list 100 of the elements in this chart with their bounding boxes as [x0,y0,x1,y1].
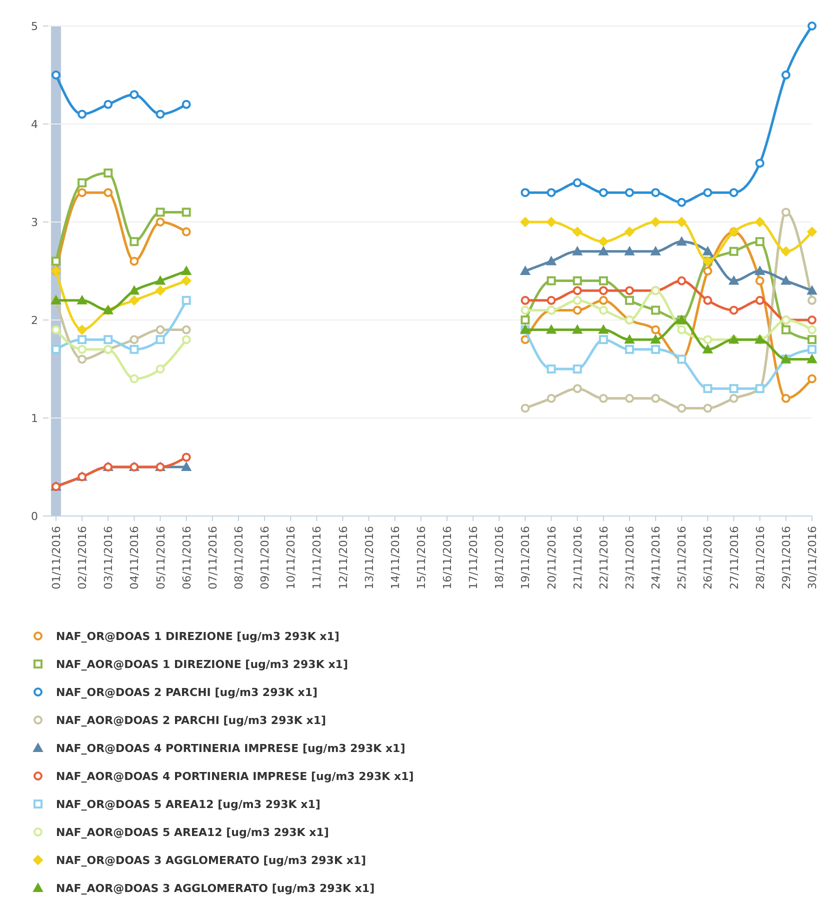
point [598,296,608,305]
x-tick-label: 30/11/2016 [806,526,819,590]
x-tick-label: 03/11/2016 [102,526,116,590]
point [520,335,530,344]
point [546,217,556,227]
point [677,404,686,413]
x-tick-label: 05/11/2016 [154,526,168,590]
point [546,188,556,198]
point [78,354,87,364]
point [52,325,60,334]
point [104,188,113,198]
point [781,394,790,403]
point [677,325,686,334]
point [598,394,608,403]
legend-label: NAF_OR@DOAS 2 PARCHI [ug/m3 293K x1] [56,686,318,699]
x-tick-label: 29/11/2016 [780,526,793,590]
point [807,354,817,364]
y-tick-label: 1 [31,412,38,425]
point [625,344,634,354]
point [729,188,738,198]
legend-label: NAF_OR@DOAS 3 AGGLOMERATO [ug/m3 293K x1] [56,854,366,867]
point [808,325,816,334]
point [703,335,712,344]
point [572,324,582,334]
legend-label: NAF_AOR@DOAS 3 AGGLOMERATO [ug/m3 293K x1] [56,882,375,895]
point [808,374,816,384]
point [181,276,192,286]
point [156,364,165,374]
x-tick-label: 25/11/2016 [676,526,689,590]
x-tick-label: 15/11/2016 [414,526,428,590]
point [78,110,87,119]
point [182,100,191,109]
point [729,384,738,394]
x-tick-label: 22/11/2016 [597,526,610,590]
point [182,296,191,305]
x-tick-label: 14/11/2016 [388,526,402,590]
point [650,246,661,256]
y-tick-label: 5 [31,20,38,33]
point [572,178,582,188]
point [651,325,660,334]
point [808,22,816,30]
point [156,218,165,226]
x-tick-label: 01/11/2016 [50,526,63,590]
x-tick-label: 13/11/2016 [362,526,376,590]
point [598,335,608,344]
point [598,324,608,334]
point [651,306,660,315]
legend-label: NAF_OR@DOAS 4 PORTINERIA IMPRESE [ug/m3 293K x1] [56,742,406,755]
point [130,335,139,344]
point [181,266,192,275]
point [780,276,791,285]
legend-label: NAF_AOR@DOAS 1 DIREZIONE [ug/m3 293K x1] [56,658,348,671]
x-tick-label: 04/11/2016 [128,526,142,590]
point [651,394,660,403]
point [104,335,113,344]
x-tick-label: 23/11/2016 [624,526,637,590]
point [598,236,608,247]
x-tick-label: 07/11/2016 [206,526,220,590]
x-tick-label: 27/11/2016 [728,526,741,590]
point [677,198,686,207]
x-tick-label: 12/11/2016 [336,526,350,590]
point [182,227,191,236]
point [729,394,738,403]
point [625,394,634,403]
point [520,266,530,275]
point [651,188,660,198]
x-tick-label: 08/11/2016 [232,526,246,590]
point [808,316,816,324]
point [156,335,165,344]
point [703,296,712,305]
point [130,256,139,266]
point [155,286,166,296]
point [624,334,635,344]
point [781,208,790,217]
x-tick-label: 18/11/2016 [493,526,506,590]
point [780,246,791,256]
point [182,208,191,217]
point [807,286,817,295]
point [755,276,764,286]
point [572,246,582,256]
point [729,246,738,256]
y-tick-label: 3 [31,216,38,229]
point [702,246,713,256]
x-tick-label: 19/11/2016 [519,526,532,590]
point [676,217,687,227]
point [156,208,165,217]
x-tick-label: 06/11/2016 [180,526,194,590]
point [677,276,686,286]
point [520,316,530,324]
point [781,325,790,334]
legend-label: NAF_AOR@DOAS 5 AREA12 [ug/m3 293K x1] [56,826,329,839]
point [572,384,582,394]
point [754,217,765,227]
point [546,276,556,286]
x-tick-label: 21/11/2016 [571,526,584,590]
point [676,236,687,246]
point [78,178,87,188]
point [130,374,139,384]
point [520,188,530,198]
point [572,286,582,296]
